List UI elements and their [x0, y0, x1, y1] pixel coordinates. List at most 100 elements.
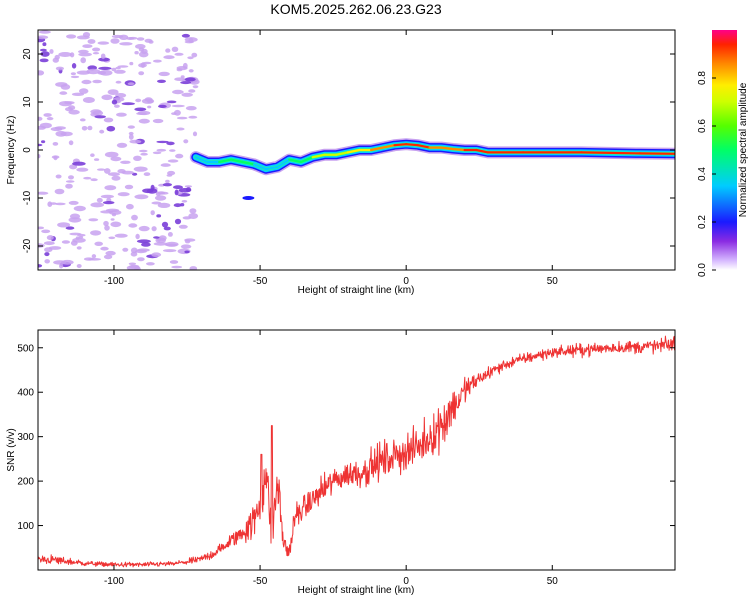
noise-speckle: [174, 218, 182, 225]
noise-speckle: [82, 97, 95, 103]
noise-speckle: [99, 69, 113, 76]
noise-speckle: [134, 107, 147, 112]
ridge-core-segment: [580, 151, 642, 155]
noise-speckle: [98, 66, 112, 70]
snr-line: [38, 335, 675, 568]
noise-speckle: [184, 250, 190, 254]
noise-speckle: [59, 91, 68, 95]
noise-speckle: [147, 105, 152, 109]
ridge-core-segment: [194, 156, 209, 164]
noise-speckle: [87, 39, 96, 44]
noise-speckle: [71, 63, 77, 69]
ridge-core-segment: [381, 144, 396, 149]
snr-series: [38, 335, 675, 568]
noise-speckle: [110, 218, 115, 221]
noise-speckle: [38, 226, 45, 230]
noise-speckle: [38, 70, 45, 76]
noise-speckle: [105, 250, 116, 256]
noise-speckle: [38, 143, 43, 147]
noise-speckle: [53, 260, 67, 265]
ridge-core-segment: [218, 158, 232, 164]
noise-speckle: [82, 44, 93, 48]
colorbar-ticks: 0.0 0.2 0.4 0.6 0.8: [697, 71, 716, 277]
noise-speckle: [138, 71, 145, 76]
noise-speckle: [70, 72, 76, 76]
noise-speckle: [90, 202, 104, 208]
noise-speckle: [97, 168, 106, 171]
noise-speckle: [119, 42, 133, 46]
noise-speckle: [41, 140, 46, 144]
x-tick-label: -100: [104, 276, 124, 287]
noise-speckle: [79, 88, 89, 94]
noise-speckle: [114, 104, 120, 108]
noise-speckle: [39, 58, 49, 63]
figure-title: KOM5.2025.262.06.23.G23: [270, 1, 441, 17]
noise-speckle: [162, 183, 172, 187]
x-tick-label: 50: [547, 576, 559, 587]
noise-speckle: [174, 52, 184, 56]
noise-speckle: [136, 37, 145, 41]
noise-speckle: [127, 125, 135, 129]
noise-speckle: [114, 233, 128, 238]
noise-speckle: [60, 84, 71, 90]
ridge-core-segment: [475, 148, 490, 154]
noise-speckle: [153, 59, 162, 63]
noise-speckle: [120, 160, 131, 164]
noise-speckle: [134, 51, 139, 55]
noise-speckle: [242, 196, 255, 200]
noise-speckle: [192, 85, 199, 89]
noise-speckle: [182, 62, 188, 69]
colorbar-tick-label: 0.0: [697, 263, 708, 277]
x-tick-label: 50: [547, 276, 559, 287]
noise-speckle: [174, 77, 186, 81]
noise-speckle: [127, 82, 135, 86]
noise-speckle: [171, 104, 185, 108]
y-tick-label: -20: [22, 238, 33, 253]
noise-speckle: [66, 34, 77, 39]
noise-speckle: [90, 153, 95, 157]
snr-x-label: Height of straight line (km): [298, 585, 415, 596]
noise-speckle: [169, 149, 176, 152]
noise-speckle: [52, 57, 59, 63]
noise-speckle: [69, 232, 82, 236]
noise-speckle: [38, 264, 43, 268]
noise-speckle: [38, 35, 49, 40]
noise-speckle: [158, 71, 170, 77]
noise-speckle: [129, 61, 134, 66]
noise-speckle: [161, 221, 169, 228]
noise-speckle: [55, 130, 67, 137]
noise-speckle: [138, 225, 150, 232]
noise-speckle: [180, 81, 192, 85]
noise-speckle: [41, 229, 51, 234]
ridge-core-segment: [264, 165, 279, 171]
noise-speckle: [92, 52, 100, 55]
noise-speckle: [136, 239, 151, 244]
ridge-core-segment: [276, 158, 291, 168]
noise-speckle: [111, 99, 118, 105]
noise-speckle: [38, 116, 43, 121]
noise-speckle: [55, 66, 64, 71]
noise-speckle: [187, 56, 194, 60]
spectrogram-x-label: Height of straight line (km): [298, 285, 415, 296]
x-tick-label: -50: [253, 276, 268, 287]
noise-speckle: [154, 195, 167, 201]
noise-speckle: [184, 239, 191, 244]
noise-speckle: [52, 142, 59, 146]
noise-speckle: [39, 122, 52, 129]
noise-speckle: [185, 187, 192, 192]
noise-speckle: [65, 183, 73, 189]
noise-speckle: [76, 246, 82, 250]
noise-speckle: [42, 42, 47, 47]
colorbar-tick-label: 0.4: [697, 167, 708, 181]
ridge-core-segment: [405, 143, 419, 147]
noise-speckle: [142, 188, 154, 194]
noise-speckle: [128, 134, 134, 140]
noise-speckle: [82, 32, 91, 38]
noise-speckle: [99, 129, 105, 134]
noise-speckle: [135, 233, 140, 240]
noise-speckle: [71, 92, 85, 97]
noise-speckle: [54, 126, 66, 130]
noise-speckle: [176, 127, 185, 131]
noise-speckle: [176, 116, 188, 120]
noise-speckle: [160, 163, 171, 167]
